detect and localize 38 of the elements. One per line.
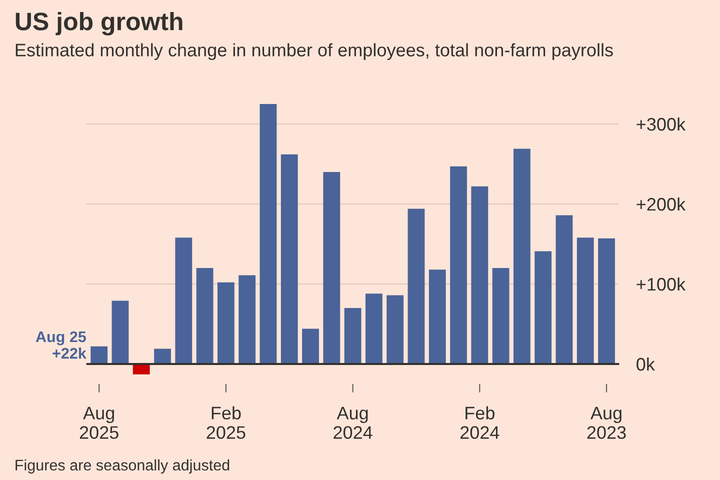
bar (323, 172, 340, 364)
bar (450, 166, 467, 364)
chart-subtitle: Estimated monthly change in number of employees, total non-farm payrolls (16, 43, 613, 60)
bar (196, 268, 214, 364)
bar (238, 275, 256, 364)
bar (534, 251, 552, 364)
bar (386, 295, 404, 364)
bar (132, 364, 150, 374)
y-tick-label: 0k (636, 357, 655, 371)
x-tick-label: Aug 2024 (334, 406, 372, 439)
bar (302, 328, 319, 364)
bar (513, 148, 530, 364)
y-tick-label: +300k (636, 117, 686, 131)
bar (365, 294, 382, 364)
bar (492, 268, 510, 364)
x-tick-label: Aug 2025 (80, 406, 118, 439)
bar (112, 300, 129, 364)
bar (217, 282, 234, 364)
bar (428, 270, 446, 364)
bar (154, 348, 171, 364)
x-tick-label: Aug 2023 (587, 406, 626, 439)
bar (280, 154, 298, 364)
bar (598, 238, 615, 364)
y-tick-label: +100k (636, 277, 686, 291)
text: Figures are seasonally adjusted (16, 459, 230, 474)
bar (260, 104, 277, 364)
bar (344, 308, 362, 364)
bar (175, 238, 192, 364)
bar (471, 186, 488, 364)
x-tick-label: Feb 2024 (460, 406, 500, 439)
bar (90, 346, 108, 364)
bar (408, 208, 425, 364)
y-tick-label: +200k (636, 197, 686, 211)
chart-title: US job growth (16, 12, 182, 36)
x-tick-label: Feb 2025 (206, 406, 246, 439)
bar (576, 238, 594, 364)
bar (556, 215, 573, 364)
annotation: Aug 25 +22k (36, 331, 86, 359)
